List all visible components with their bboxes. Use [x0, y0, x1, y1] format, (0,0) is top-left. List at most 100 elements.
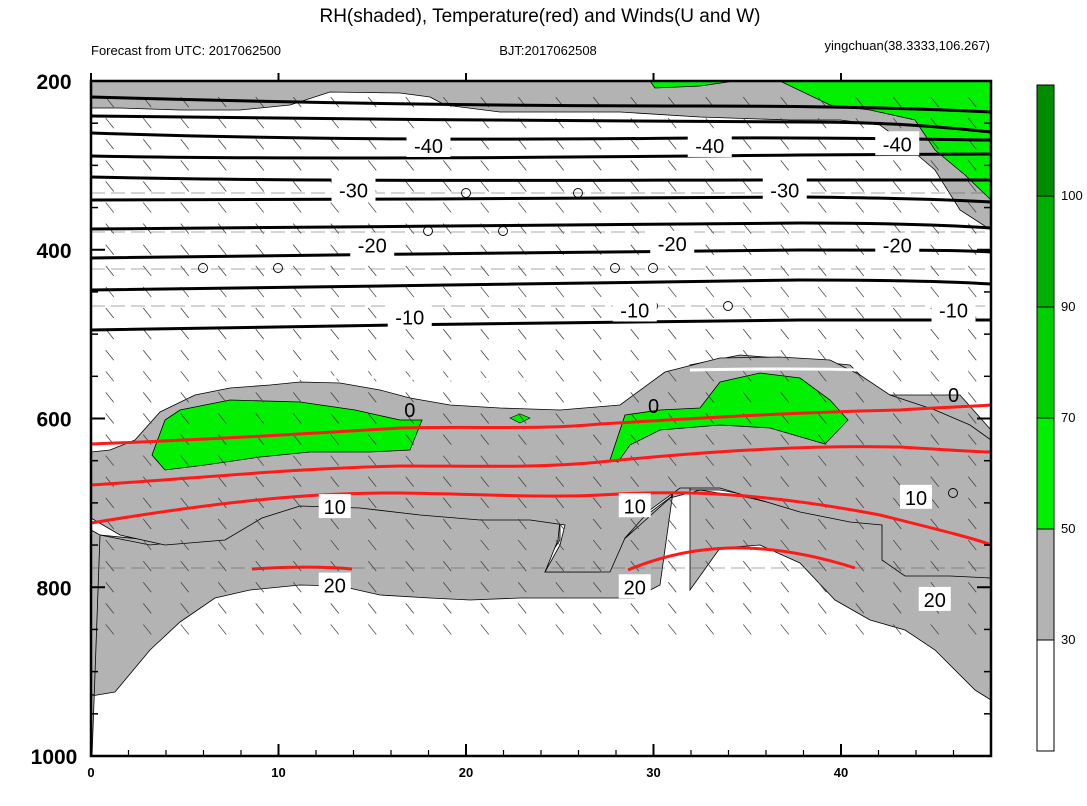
wind-barb	[405, 518, 415, 530]
wind-barb	[367, 160, 377, 171]
temp-label: -10	[939, 301, 968, 323]
isotherm-line	[91, 221, 991, 231]
wind-barb	[930, 349, 940, 361]
wind-barb	[817, 349, 827, 361]
wind-barb	[330, 139, 340, 150]
wind-barb	[405, 603, 415, 614]
wind-barb	[667, 202, 677, 213]
wind-barb	[967, 286, 977, 298]
wind-barb	[705, 371, 715, 382]
wind-barb	[442, 603, 452, 614]
wind-barb	[667, 434, 677, 445]
wind-barb	[442, 265, 452, 277]
wind-barb	[967, 624, 977, 635]
wind-barb	[330, 518, 340, 530]
wind-barb	[592, 371, 602, 382]
wind-barb	[630, 476, 640, 488]
wind-barb	[367, 476, 377, 488]
wind-barb	[667, 328, 677, 340]
wind-barb	[255, 244, 265, 255]
wind-barb	[555, 539, 565, 551]
wind-barb	[592, 455, 602, 466]
wind-barb	[292, 202, 302, 213]
wind-barb	[255, 349, 265, 361]
wind-barb	[967, 603, 977, 614]
wind-barb	[180, 349, 190, 361]
wind-barb	[630, 392, 640, 403]
wind-barb	[930, 413, 940, 424]
temp-label-box	[650, 230, 695, 255]
wind-barb	[105, 603, 115, 614]
wind-barb	[517, 349, 527, 361]
wind-barb	[742, 476, 752, 488]
wind-barb	[180, 413, 190, 424]
colorbar-swatch	[1036, 195, 1055, 308]
wind-barb	[142, 560, 152, 572]
wind-barb	[930, 518, 940, 530]
wind-barb	[217, 539, 227, 551]
wind-barb	[405, 286, 415, 298]
wind-barb	[592, 518, 602, 530]
wind-barb	[217, 582, 227, 593]
wind-barb	[105, 307, 115, 319]
wind-barb	[105, 413, 115, 424]
wind-barb	[405, 202, 415, 213]
wind-barb	[780, 286, 790, 298]
wind-barb	[667, 539, 677, 551]
wind-barb	[930, 265, 940, 277]
wind-barb	[555, 139, 565, 150]
wind-barb	[105, 476, 115, 488]
wind-barb	[480, 455, 490, 466]
wind-barb	[442, 476, 452, 488]
wind-barb	[592, 539, 602, 551]
wind-barb	[817, 371, 827, 382]
x-tick-label: 0	[87, 765, 94, 780]
wind-barb	[817, 455, 827, 466]
wind-barb	[630, 244, 640, 255]
wind-barb	[405, 539, 415, 551]
wind-barb	[255, 455, 265, 466]
y-tick-label: 800	[36, 577, 71, 600]
wind-barb	[892, 307, 902, 319]
wind-barb	[705, 286, 715, 298]
wind-barb	[930, 434, 940, 445]
wind-barb	[105, 349, 115, 361]
wind-barb	[667, 518, 677, 530]
temp-label: 20	[624, 577, 646, 599]
wind-barb	[292, 349, 302, 361]
calm-markers	[198, 188, 958, 498]
wind-barb	[367, 603, 377, 614]
wind-barb	[180, 139, 190, 150]
wind-barb	[855, 497, 865, 509]
colorbar-label: 30	[1061, 632, 1075, 647]
y-tick-label: 600	[36, 409, 71, 432]
temp-label-box	[875, 232, 920, 257]
wind-barb	[517, 328, 527, 340]
isotherm-zero	[199, 367, 861, 387]
wind-barb	[705, 582, 715, 593]
wind-barb	[892, 518, 902, 530]
temp-label-box	[350, 232, 395, 257]
wind-barb	[667, 476, 677, 488]
wind-barb	[480, 476, 490, 488]
y-tick-label: 400	[36, 240, 71, 263]
wind-barb	[892, 560, 902, 572]
wind-barb	[892, 539, 902, 551]
wind-barb	[442, 497, 452, 509]
temp-label: 20	[924, 590, 946, 612]
temp-label-box	[406, 132, 451, 157]
wind-barb	[742, 371, 752, 382]
wind-barb	[142, 265, 152, 277]
wind-barb	[592, 392, 602, 403]
wind-barb	[705, 497, 715, 509]
wind-barb	[892, 265, 902, 277]
wind-barb	[930, 539, 940, 551]
wind-barb	[705, 392, 715, 403]
wind-barb	[667, 265, 677, 277]
wind-barb	[142, 518, 152, 530]
wind-barb	[555, 328, 565, 340]
isotherm-line	[91, 114, 991, 134]
wind-barb	[180, 328, 190, 340]
wind-barb	[742, 434, 752, 445]
wind-barb	[592, 582, 602, 593]
